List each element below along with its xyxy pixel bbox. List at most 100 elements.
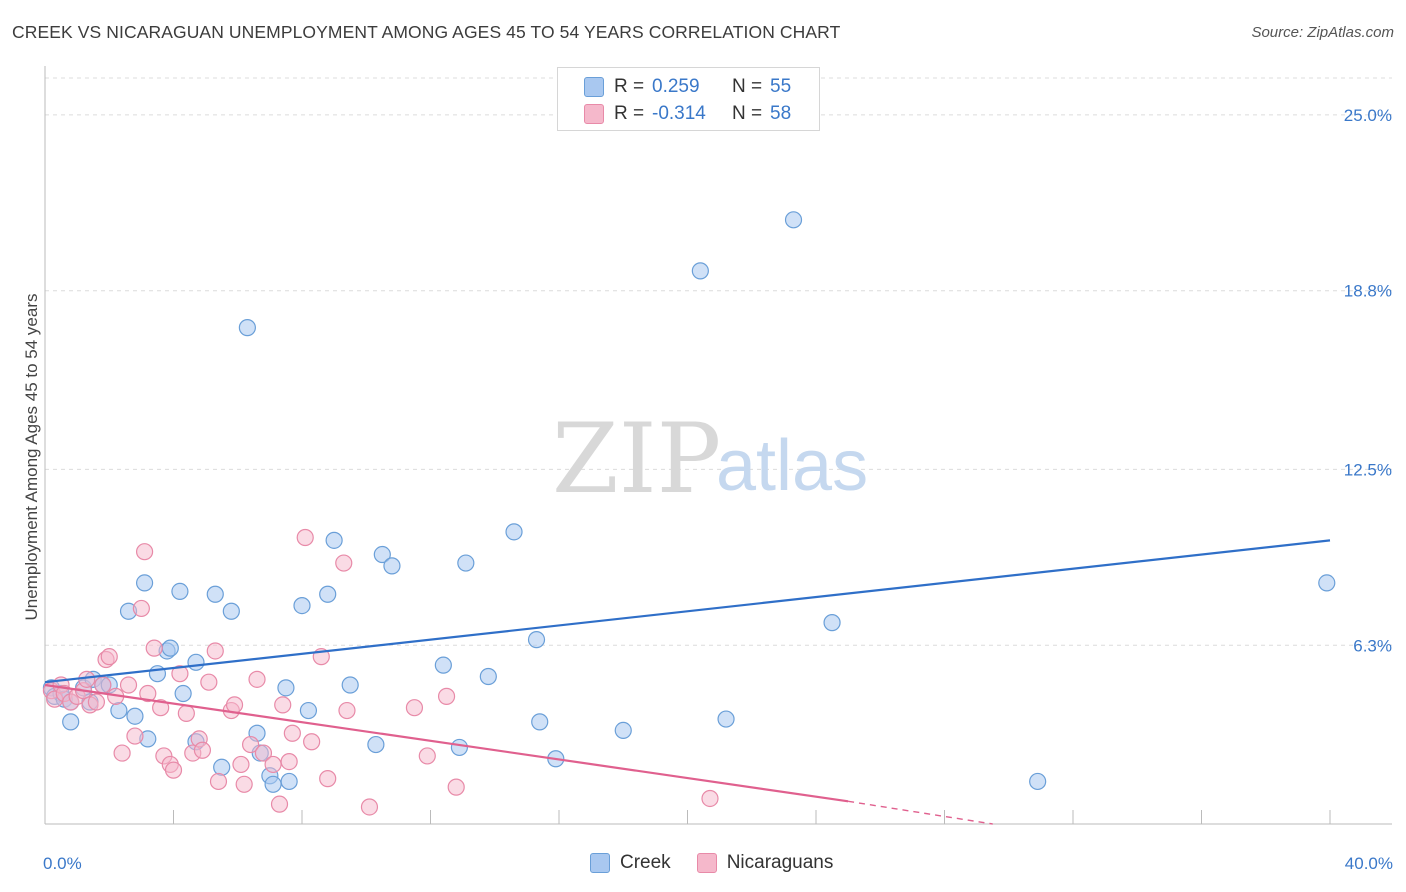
source-label: Source: ZipAtlas.com [1251,24,1394,41]
y-tick-label: 12.5% [1344,460,1392,479]
nicaraguans-swatch [584,104,604,124]
nicaraguans-point [264,755,282,774]
legend-row-nicaraguans: R = -0.314 N = 58 [584,102,791,126]
nicaraguans-point [132,599,150,618]
nicaraguans-point [405,699,424,717]
legend-n-value: 55 [770,76,792,97]
watermark: ZIP atlas [552,403,868,515]
creek-swatch [590,853,610,873]
legend-label-creek: Creek [620,852,671,873]
nicaraguans-trend-line [44,683,849,803]
legend-item-creek[interactable]: Creek [590,852,671,874]
creek-point [299,701,318,720]
y-tick-label: 25.0% [1344,106,1392,125]
nicaraguans-point [270,795,289,813]
nicaraguans-point [303,733,321,751]
nicaraguans-point [274,696,292,714]
creek-point [174,684,192,703]
nicaraguans-point [248,670,266,688]
creek-point [126,707,144,725]
chart-title: CREEK VS NICARAGUAN UNEMPLOYMENT AMONG A… [12,22,841,42]
creek-point [277,679,295,697]
nicaraguans-point [701,789,719,808]
legend-label-nicaraguans: Nicaraguans [726,852,834,873]
nicaraguans-point [193,741,212,759]
grid-lines [45,77,1392,646]
nicaraguans-swatch [696,853,717,873]
creek-point [784,211,803,229]
creek-trend-line [44,539,1331,684]
nicaraguans-point [280,752,298,771]
creek-point [823,614,841,632]
nicaraguans-point [87,693,106,711]
legend-r-label: R = [614,76,645,97]
creek-point [341,676,359,694]
creek-point [527,631,546,649]
creek-point [110,701,128,720]
watermark-atlas: atlas [716,426,868,506]
legend-n-label: N = [732,103,763,124]
legend-r-label: R = [614,103,645,124]
creek-point [1318,574,1336,592]
nicaraguans-point [447,778,465,796]
creek-point [450,738,469,757]
nicaraguans-point [225,696,244,714]
creek-point [135,574,154,592]
nicaraguans-point [177,704,195,722]
nicaraguans-point [254,744,273,762]
nicaraguans-point [100,648,118,666]
creek-point [213,758,231,776]
nicaraguans-point [145,639,163,657]
tick-labels: 6.3% 12.5% 18.8% 25.0% 0.0% 40.0% [43,106,1393,873]
creek-point [222,602,240,620]
creek-point [238,319,256,337]
nicaraguans-point [135,543,154,561]
creek-point [293,596,311,615]
y-axis-label: Unemployment Among Ages 45 to 54 years [22,294,41,621]
legend-r-value: 0.259 [652,76,700,97]
nicaraguans-point [94,676,112,694]
creek-point [1029,772,1047,791]
nicaraguans-point [235,775,253,793]
creek-point [457,554,475,572]
creek-point [264,775,282,793]
creek-point [187,653,205,671]
x-tick-label: 40.0% [1345,854,1393,873]
creek-point [62,713,80,731]
creek-swatch [584,77,604,97]
nicaraguans-point [164,761,183,779]
correlation-legend: R = 0.259 N = 55 R = -0.314 N = 58 [557,67,820,131]
nicaraguans-point [139,684,157,703]
y-tick-label: 6.3% [1353,636,1392,655]
nicaraguans-point [78,670,96,688]
nicaraguans-point [119,676,138,694]
legend-n-value: 58 [770,103,792,124]
nicaraguans-point [360,798,379,816]
nicaraguans-point [437,687,456,705]
nicaraguans-point [338,701,356,720]
legend-row-creek: R = 0.259 N = 55 [584,75,791,99]
creek-point [280,772,298,791]
x-tick-label: 0.0% [43,854,82,873]
creek-point [434,656,452,674]
nicaraguans-point [296,528,314,547]
nicaraguans-point [171,665,189,683]
nicaraguans-point [232,755,250,774]
nicaraguans-points [42,528,719,816]
trend-lines [44,539,1331,825]
creek-point [161,639,179,657]
nicaraguans-point [319,770,337,788]
legend-r-value: -0.314 [652,103,706,124]
creek-point [717,710,735,728]
nicaraguans-point [335,554,353,572]
creek-point [325,531,343,549]
nicaraguans-point [200,673,218,691]
creek-point [505,523,523,541]
creek-point [367,735,385,754]
nicaraguans-point [152,699,170,717]
nicaraguans-point [242,735,260,754]
creek-point [531,713,549,731]
legend-item-nicaraguans[interactable]: Nicaraguans [696,852,834,874]
creek-point [691,262,709,280]
